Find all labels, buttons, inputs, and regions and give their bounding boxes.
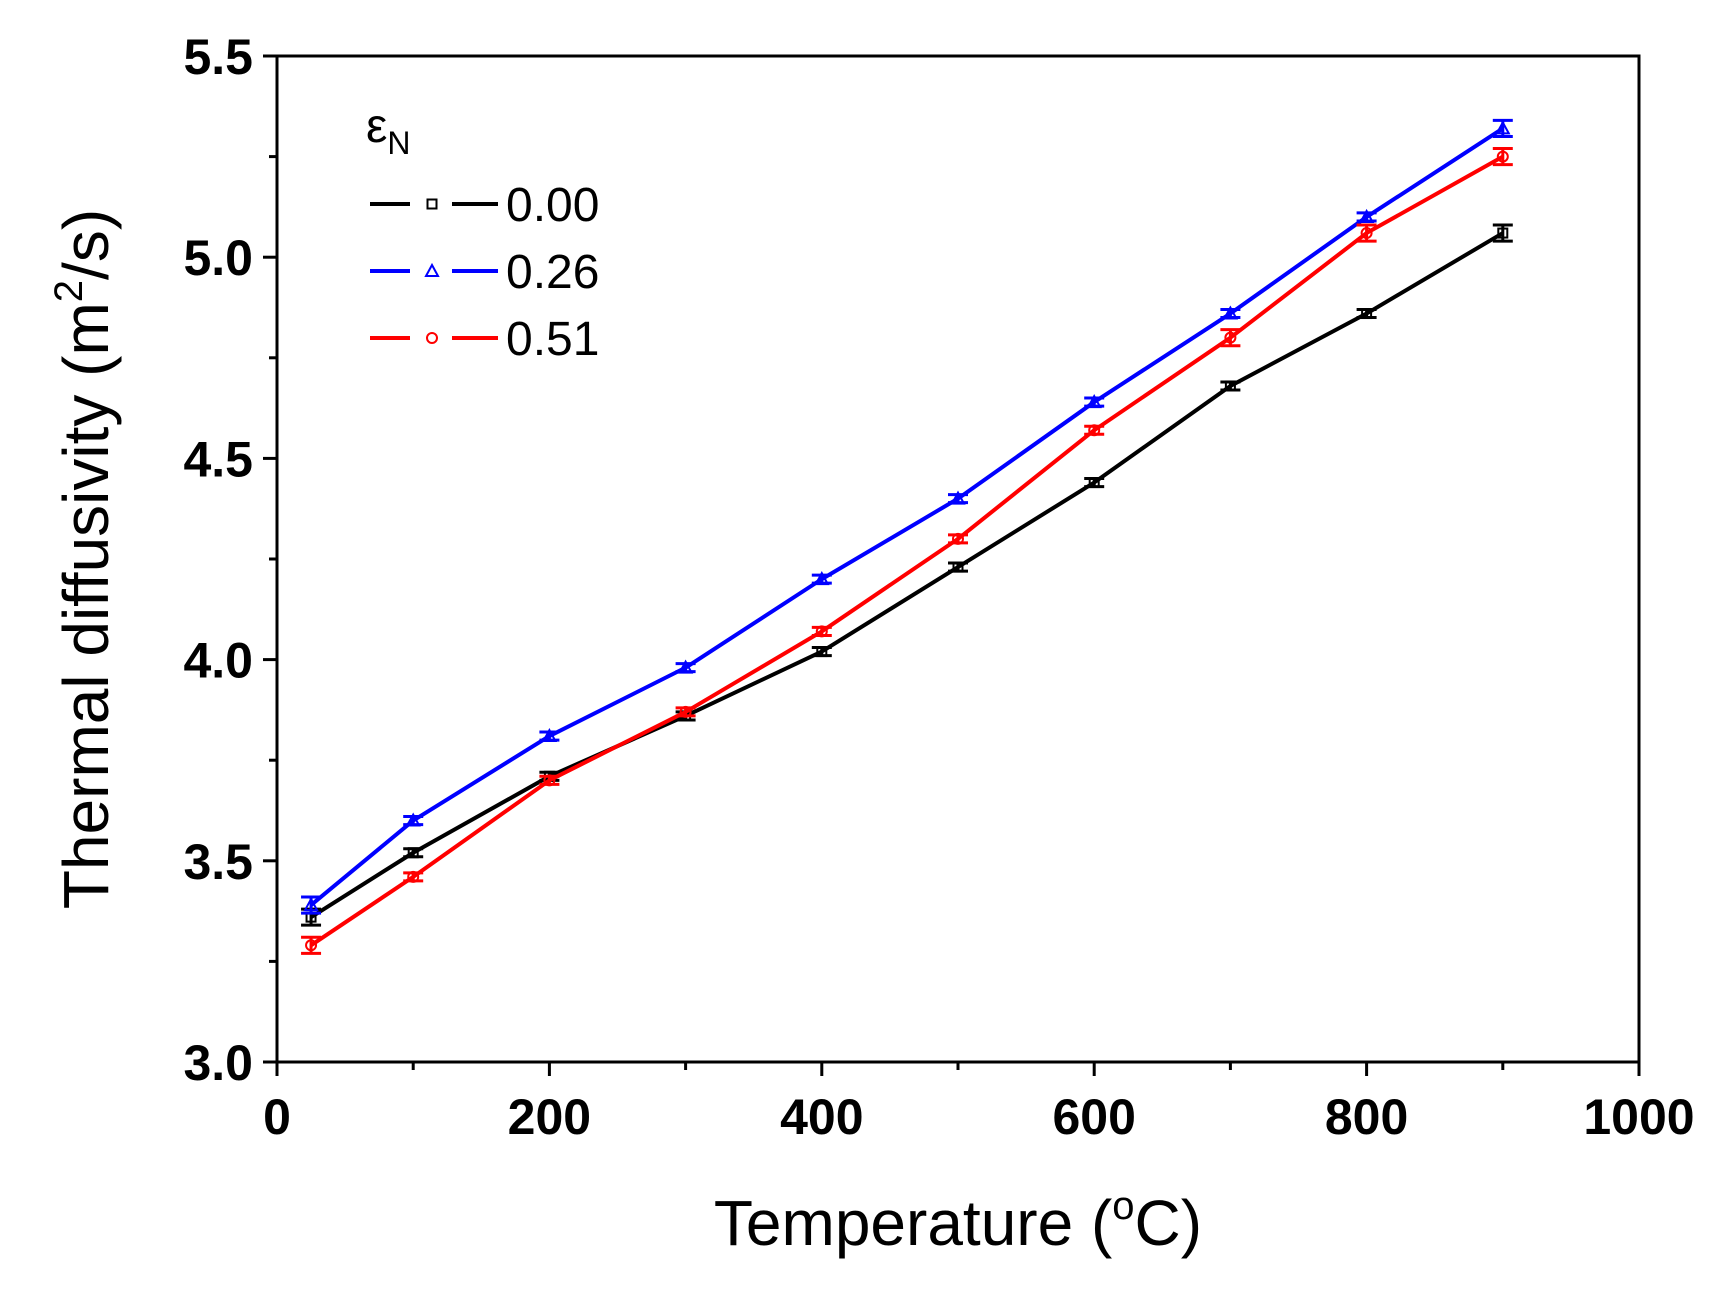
plot-layer <box>301 118 1513 955</box>
series-0.26-point-700 <box>1222 305 1239 320</box>
x-axis-title: Temperature (oC) <box>714 1184 1202 1259</box>
legend-marker-0.51 <box>426 332 438 344</box>
series-0.26-point-900 <box>1495 120 1511 135</box>
y-axis-title: Thermal diffusivity (m2/s) <box>47 209 122 909</box>
series-0.26-point-400 <box>814 571 830 586</box>
x-tick-label-800: 800 <box>1325 1089 1408 1145</box>
series-0.00-point-100 <box>407 847 419 859</box>
series-0.51-point-100 <box>407 870 420 883</box>
legend-title-subscript: N <box>387 125 410 161</box>
series-0.51-point-700 <box>1224 331 1237 344</box>
series-0.26-point-800 <box>1358 208 1375 223</box>
series-0.51-point-25 <box>305 939 318 952</box>
legend: εN 0.00 0.26 0.51 <box>366 100 599 366</box>
axes-layer: 0 200 400 600 800 1000 3.0 3.5 4.0 4.5 5.0 5.5 <box>183 29 1694 1145</box>
series-0.26-point-100 <box>405 812 421 827</box>
legend-label-0.00: 0.00 <box>506 179 599 232</box>
y-tick-label-5: 5.0 <box>183 230 253 286</box>
legend-label-0.51: 0.51 <box>506 313 599 366</box>
x-tick-label-400: 400 <box>780 1089 863 1145</box>
series-0.26-point-200 <box>541 727 558 743</box>
series-0.51-point-600 <box>1088 424 1101 437</box>
y-tick-label-3.5: 3.5 <box>183 834 253 890</box>
legend-label-0.26: 0.26 <box>506 246 599 299</box>
y-tick-label-4: 4.0 <box>183 633 253 689</box>
series-0.00-line <box>309 231 1504 919</box>
series-0.00-point-800 <box>1361 308 1373 320</box>
series-0.00-point-700 <box>1224 380 1236 392</box>
series-0.51-point-900 <box>1496 150 1509 163</box>
x-tick-label-600: 600 <box>1052 1089 1135 1145</box>
series-0.51-point-800 <box>1360 227 1373 240</box>
series-0.26-point-300 <box>677 659 694 674</box>
legend-title: εN <box>366 100 411 161</box>
x-tick-label-0: 0 <box>263 1089 291 1145</box>
x-tick-label-1000: 1000 <box>1583 1089 1694 1145</box>
y-tick-label-3: 3.0 <box>183 1035 253 1091</box>
y-axis-title-superscript: 2 <box>47 280 91 302</box>
series-0.51-point-200 <box>543 774 556 787</box>
series-0.00-point-900 <box>1497 227 1509 239</box>
plot-frame <box>275 54 1641 1064</box>
legend-marker-0.00 <box>426 198 438 210</box>
series-0.26-point-500 <box>950 490 966 505</box>
y-tick-label-4.5: 4.5 <box>183 431 253 487</box>
series-0.51-point-400 <box>815 625 828 638</box>
series-0.00-point-500 <box>952 561 964 573</box>
series-0.00-point-400 <box>816 646 828 658</box>
x-axis-title-superscript: o <box>1112 1184 1134 1228</box>
y-tick-label-5.5: 5.5 <box>183 29 253 85</box>
series-0.26-line <box>309 126 1504 907</box>
series-0.51-point-300 <box>679 705 692 718</box>
series-0.26-point-25 <box>303 896 319 912</box>
series-0.00-point-600 <box>1088 477 1100 489</box>
series-0.51-line <box>309 154 1504 947</box>
series-0.26-point-600 <box>1086 393 1102 409</box>
legend-marker-0.26 <box>424 262 440 277</box>
x-tick-label-200: 200 <box>508 1089 591 1145</box>
series-0.51-point-500 <box>952 532 964 545</box>
